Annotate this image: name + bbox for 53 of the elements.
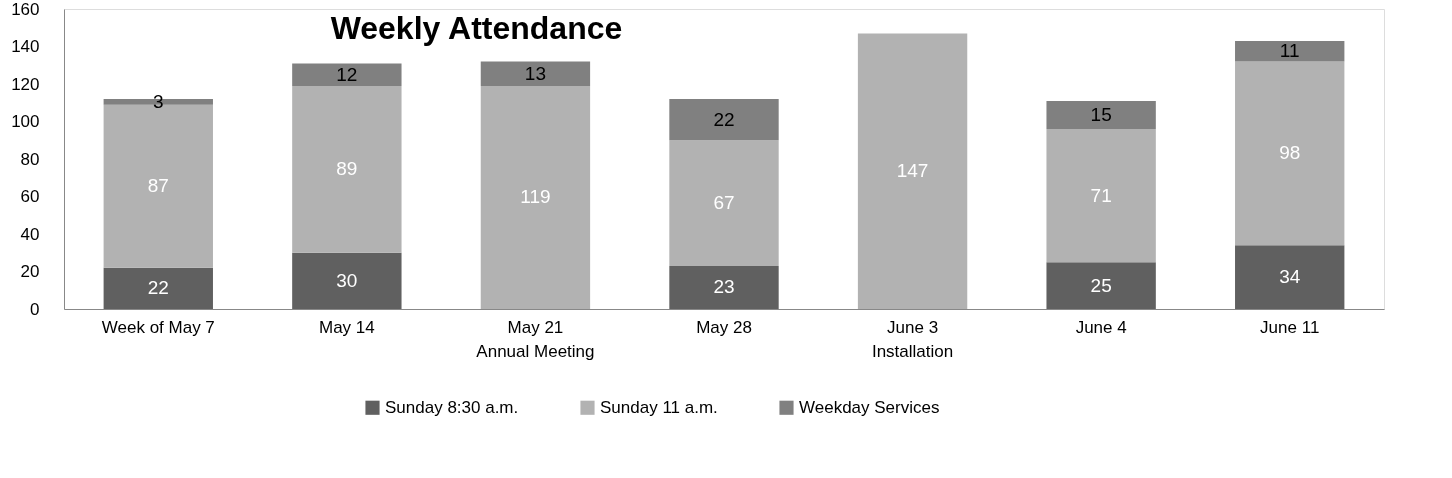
x-tick-label: May 28 (696, 317, 752, 337)
bar (1235, 245, 1345, 309)
bar (857, 33, 968, 309)
data-label: 22 (147, 277, 169, 299)
chart-title: Weekly Attendance (330, 10, 623, 46)
data-label: 147 (896, 160, 929, 182)
x-tick-label: May 14 (318, 317, 375, 337)
data-label: 22 (713, 108, 735, 130)
data-label: 34 (1279, 266, 1301, 288)
legend-label: Weekday Services (799, 397, 940, 417)
y-tick-label: 120 (11, 74, 40, 94)
bar (480, 61, 591, 86)
y-tick-label: 140 (11, 37, 40, 56)
y-tick-label: 40 (20, 224, 40, 244)
x-tick-label: Week of May 7 (101, 317, 215, 337)
data-label: 30 (336, 269, 358, 291)
y-tick-label: 60 (20, 187, 40, 206)
bar (1235, 61, 1345, 246)
bar (669, 99, 779, 141)
x-tick-label: May 21 Annual Meeting (476, 317, 595, 361)
y-tick-label: 80 (20, 149, 40, 169)
y-tick-label: 100 (11, 112, 40, 131)
data-label: 98 (1279, 142, 1301, 164)
bar (292, 63, 402, 86)
x-tick-label: June 4 (1075, 317, 1127, 337)
bar (1046, 262, 1156, 309)
legend-label: Sunday 8:30 a.m. (385, 397, 519, 417)
data-label: 23 (713, 276, 735, 298)
bar (669, 140, 779, 266)
y-tick-label: 0 (30, 299, 40, 319)
data-label: 89 (336, 158, 358, 180)
bar (1046, 100, 1156, 129)
data-label: 87 (147, 175, 169, 197)
legend-label: Sunday 11 a.m. (600, 397, 718, 417)
bar (1046, 129, 1156, 263)
x-tick-label: June 11 (1260, 317, 1320, 337)
y-tick-label: 20 (20, 262, 40, 281)
data-label: 12 (336, 63, 358, 85)
bar (292, 252, 402, 309)
data-label: 67 (713, 192, 735, 214)
data-label: 13 (524, 62, 546, 84)
bar (480, 85, 591, 309)
bar (292, 85, 402, 253)
data-label: 25 (1090, 274, 1112, 296)
y-tick-label: 160 (11, 0, 40, 19)
bar (1235, 40, 1345, 62)
bar (103, 267, 213, 309)
bar (669, 265, 779, 309)
data-label: 119 (520, 186, 551, 208)
x-tick-label: June 3 Installation (871, 317, 954, 361)
data-label: 11 (1279, 40, 1300, 62)
data-label: 71 (1090, 184, 1112, 206)
data-label: 15 (1090, 103, 1112, 125)
